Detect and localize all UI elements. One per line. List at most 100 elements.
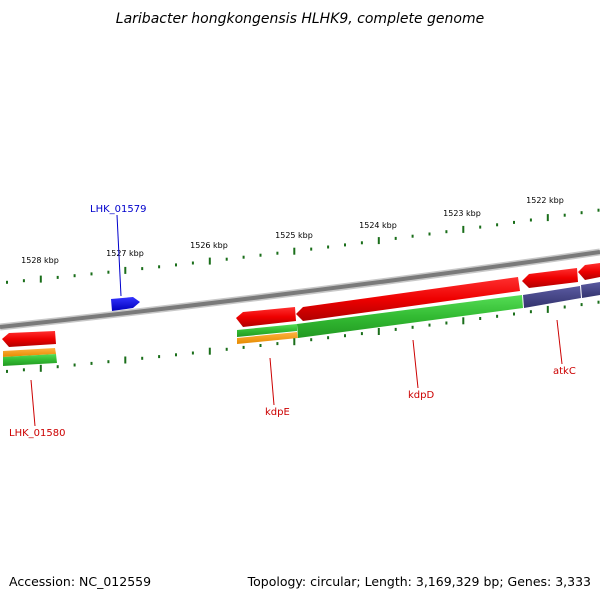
minor-tick — [276, 251, 279, 255]
minor-tick — [411, 234, 414, 238]
kbp-label: 1528 kbp — [21, 256, 59, 265]
minor-tick — [259, 253, 262, 257]
leader-line — [556, 319, 563, 365]
kbp-label: 1526 kbp — [190, 241, 228, 250]
minor-tick — [394, 236, 397, 240]
minor-tick — [496, 314, 499, 318]
minor-tick — [310, 247, 313, 251]
minor-tick — [479, 317, 482, 320]
gene-bar — [523, 286, 581, 308]
gene-lhk01579-arrow[interactable] — [111, 297, 140, 311]
gene-arrow[interactable] — [578, 263, 600, 280]
accession-text: Accession: NC_012559 — [9, 574, 151, 589]
major-tick — [546, 305, 549, 313]
gene-arrow[interactable] — [236, 307, 296, 327]
kbp-label: 1527 kbp — [106, 249, 144, 258]
gene-label-atkc[interactable]: atkC — [553, 366, 576, 377]
minor-tick — [580, 303, 583, 307]
minor-tick — [158, 355, 161, 359]
major-tick — [462, 317, 465, 325]
minor-tick — [6, 369, 8, 373]
major-tick — [124, 266, 127, 274]
gene-bar — [237, 324, 297, 337]
kbp-label: 1525 kbp — [275, 231, 313, 240]
minor-tick — [175, 263, 177, 267]
gene-arrow[interactable] — [522, 268, 578, 288]
minor-tick — [327, 245, 330, 249]
major-tick — [39, 275, 42, 283]
minor-tick — [90, 361, 93, 365]
minor-tick — [73, 363, 76, 367]
major-tick — [208, 257, 211, 265]
major-tick — [208, 347, 211, 355]
gene-bar — [581, 282, 600, 298]
minor-tick — [191, 261, 194, 265]
minor-tick — [22, 368, 25, 372]
minor-tick — [141, 267, 144, 271]
gene-arrow[interactable] — [296, 277, 520, 321]
major-tick — [293, 247, 296, 255]
gene-label-kdpd[interactable]: kdpD — [408, 390, 434, 401]
gene-label-kdpe[interactable]: kdpE — [265, 407, 290, 418]
minor-tick — [445, 321, 448, 325]
minor-tick — [360, 332, 363, 336]
minor-tick — [56, 365, 59, 369]
minor-tick — [513, 220, 515, 224]
minor-tick — [344, 334, 346, 338]
minor-tick — [259, 344, 262, 347]
gene-bar — [237, 332, 298, 344]
major-tick — [546, 214, 549, 222]
minor-tick — [344, 243, 346, 247]
minor-tick — [428, 232, 431, 236]
minor-tick — [107, 270, 110, 274]
kbp-label: 1523 kbp — [443, 209, 481, 218]
minor-tick — [6, 280, 8, 284]
kbp-label: 1524 kbp — [359, 221, 397, 230]
minor-tick — [445, 230, 448, 234]
major-tick — [377, 237, 380, 245]
minor-tick — [225, 347, 228, 351]
minor-tick — [563, 305, 566, 309]
leader-line — [412, 339, 419, 389]
genome-summary-text: Topology: circular; Length: 3,169,329 bp… — [247, 574, 591, 589]
gene-label-lhk01580[interactable]: LHK_01580 — [9, 428, 65, 439]
minor-tick — [327, 336, 330, 340]
minor-tick — [411, 325, 414, 329]
minor-tick — [597, 208, 600, 212]
leader-line — [116, 214, 122, 297]
kbp-label: 1522 kbp — [526, 196, 564, 205]
minor-tick — [394, 327, 397, 331]
minor-tick — [360, 241, 363, 245]
minor-tick — [496, 223, 499, 227]
kbp-labels: 1528 kbp 1527 kbp 1526 kbp 1525 kbp 1524… — [21, 196, 564, 265]
minor-tick — [225, 257, 228, 261]
major-tick — [462, 225, 465, 233]
minor-tick — [107, 360, 110, 364]
minor-tick — [580, 211, 583, 215]
minor-tick — [175, 353, 177, 357]
leader-line — [30, 379, 36, 427]
major-tick — [377, 328, 380, 335]
gene-label-lhk01579[interactable]: LHK_01579 — [90, 204, 146, 215]
minor-tick — [73, 274, 76, 278]
minor-tick — [242, 255, 245, 259]
gene-bar — [297, 295, 523, 338]
minor-tick — [158, 265, 161, 269]
gene-bar — [3, 354, 57, 366]
minor-tick — [529, 218, 532, 222]
minor-tick — [141, 356, 144, 360]
minor-tick — [513, 312, 515, 316]
gene-lhk01580-arrow[interactable] — [2, 331, 56, 347]
major-tick — [39, 364, 42, 372]
genome-backbone-core — [0, 250, 600, 329]
minor-tick — [479, 225, 482, 229]
minor-tick — [563, 213, 566, 217]
minor-tick — [191, 351, 194, 355]
minor-tick — [310, 338, 313, 342]
inner-tick-ruler — [6, 300, 600, 373]
map-title: Laribacter hongkongensis HLHK9, complete… — [116, 11, 484, 27]
leader-line — [269, 357, 275, 406]
minor-tick — [90, 272, 93, 276]
minor-tick — [22, 279, 25, 283]
